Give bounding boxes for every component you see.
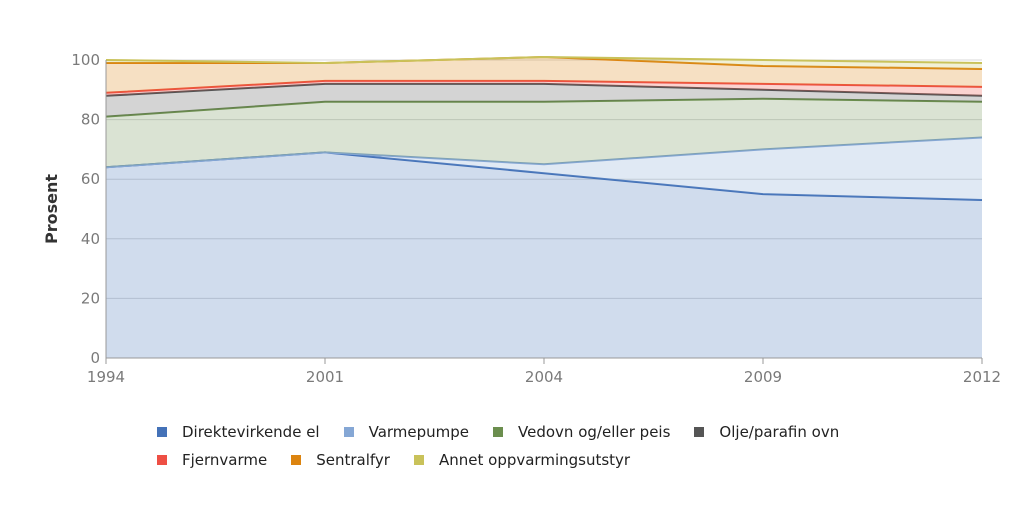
legend-row: Fjernvarme Sentralfyr Annet oppvarmingsuts… <box>157 446 997 474</box>
legend-swatch <box>157 455 167 465</box>
y-tick-label: 100 <box>71 51 100 69</box>
legend-swatch <box>694 427 705 437</box>
legend-item: Sentralfyr <box>291 451 390 469</box>
area-4 <box>106 83 982 117</box>
legend-label: Sentralfyr <box>316 451 390 469</box>
area-2 <box>106 137 982 201</box>
x-tick-label: 2009 <box>744 368 782 386</box>
legend-item: Annet oppvarmingsutstyr <box>413 451 631 469</box>
legend-label: Annet oppvarmingsutstyr <box>438 451 631 469</box>
y-tick-label: 60 <box>81 170 100 188</box>
legend-item: Fjernvarme <box>157 451 267 469</box>
y-tick-label: 80 <box>81 111 100 129</box>
legend-item: Varmepumpe <box>343 423 470 441</box>
legend-swatch <box>343 427 354 437</box>
area-chart: 0 20 40 60 80 100 1994 2001 2004 2009 2012 Prosen… <box>42 51 1001 386</box>
legend-item: Olje/parafin ovn <box>694 423 839 441</box>
legend-item: Vedovn og/eller peis <box>493 423 670 441</box>
legend-swatch <box>291 455 302 465</box>
legend-label: Varmepumpe <box>368 423 470 441</box>
legend-label: Vedovn og/eller peis <box>518 423 671 441</box>
legend: Direktevirkende el Varmepumpe Vedovn og/el… <box>157 418 997 474</box>
legend-swatch <box>157 427 167 437</box>
series-line-7 <box>105 56 983 64</box>
x-tick-label: 2001 <box>306 368 344 386</box>
series-line-4 <box>105 82 983 97</box>
series-line-3 <box>105 97 983 118</box>
x-tick-labels: 1994 2001 2004 2009 2012 <box>87 368 1001 386</box>
y-tick-label: 0 <box>90 349 100 367</box>
legend-label: Olje/parafin ovn <box>719 423 840 441</box>
legend-label: Fjernvarme <box>182 451 268 469</box>
series-line-2 <box>105 136 983 169</box>
legend-swatch <box>413 455 424 465</box>
x-tick-label: 1994 <box>87 368 125 386</box>
y-tick-label: 40 <box>81 230 100 248</box>
legend-swatch <box>493 427 504 437</box>
series-areas <box>105 56 983 358</box>
legend-item: Direktevirkende el <box>157 423 320 441</box>
y-axis-title: Prosent <box>42 174 61 244</box>
legend-label: Direktevirkende el <box>182 423 320 441</box>
series-line-5 <box>105 79 983 94</box>
area-1 <box>106 152 982 358</box>
y-tick-labels: 0 20 40 60 80 100 <box>71 51 100 367</box>
x-tick-label: 2004 <box>525 368 563 386</box>
area-3 <box>106 98 982 168</box>
axes <box>105 60 983 364</box>
y-tick-label: 20 <box>81 289 100 307</box>
legend-row: Direktevirkende el Varmepumpe Vedovn og/el… <box>157 418 997 446</box>
x-tick-label: 2012 <box>963 368 1001 386</box>
